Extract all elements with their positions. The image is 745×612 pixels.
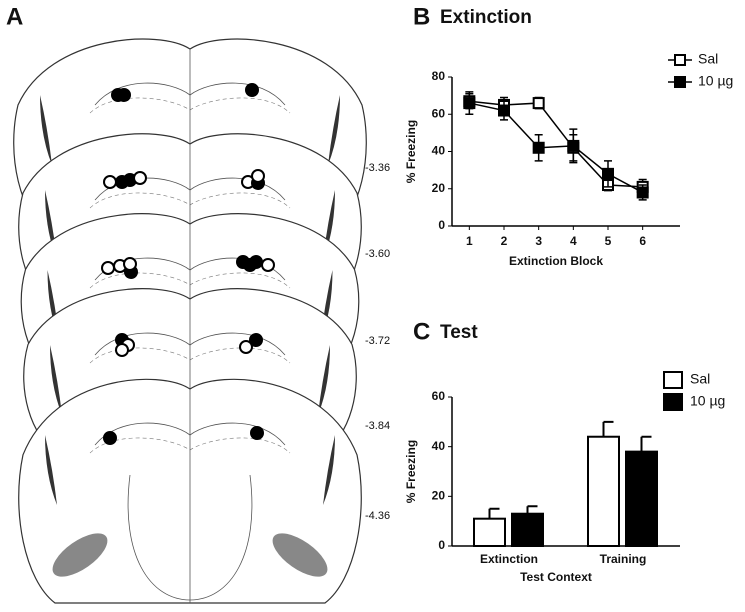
marker [463, 97, 476, 110]
series-line [469, 100, 643, 188]
x-tick-label: 5 [605, 234, 612, 248]
placement-dot [103, 175, 117, 189]
section-label: -3.72 [365, 335, 390, 347]
placement-dot [239, 340, 253, 354]
placement-dot [123, 257, 137, 271]
x-axis-label: Extinction Block [509, 254, 603, 268]
series-line [469, 102, 644, 194]
marker [532, 141, 545, 154]
ventricle [50, 345, 62, 415]
y-tick-label: 60 [432, 389, 446, 403]
chart-title: Test [440, 322, 478, 343]
y-tick-label: 20 [432, 489, 446, 503]
marker [636, 186, 649, 199]
x-tick-label: 3 [535, 234, 542, 248]
legend-swatch [663, 371, 683, 389]
panel-letter: C [413, 318, 430, 345]
panel-letter: B [413, 3, 430, 30]
brainstem [127, 474, 253, 601]
placement-dot [249, 333, 263, 347]
placement-dot [117, 88, 131, 102]
y-axis-label: % Freezing [404, 440, 418, 503]
y-tick-label: 0 [438, 218, 445, 232]
error-bar [602, 420, 614, 437]
x-tick-label: 6 [639, 234, 646, 248]
y-tick-label: 0 [438, 538, 445, 552]
y-tick-label: 40 [432, 439, 446, 453]
amygdala [52, 533, 108, 577]
marker [567, 139, 580, 152]
x-tick-label: Extinction [480, 552, 538, 566]
ventricle [318, 345, 330, 415]
x-axis-label: Test Context [520, 570, 592, 584]
placement-dot [115, 343, 129, 357]
legend-marker [674, 76, 686, 88]
y-axis-label: % Freezing [404, 120, 418, 183]
marker [602, 167, 614, 180]
y-tick-label: 20 [432, 181, 446, 195]
panel-a [13, 38, 367, 604]
placement-dot [250, 426, 264, 440]
ventricle [45, 435, 57, 505]
amygdala [272, 533, 328, 577]
section-label: -3.84 [365, 420, 390, 432]
section-label: -3.60 [365, 248, 390, 260]
placement-dot [245, 83, 259, 97]
placement-dot [103, 431, 117, 445]
error-bar [526, 505, 538, 514]
placement-dot [101, 261, 115, 275]
placement-dot [251, 169, 265, 183]
y-tick-label: 40 [432, 144, 446, 158]
panel-letter: A [6, 3, 23, 30]
x-tick-label: 2 [501, 234, 508, 248]
bar [473, 517, 506, 548]
bar [511, 512, 544, 548]
placement-dot [249, 255, 263, 269]
chart-title: Extinction [440, 7, 532, 28]
section-label: -4.36 [365, 510, 390, 522]
error-bar [488, 507, 500, 519]
legend-label: 10 µg [698, 73, 733, 89]
ventricle [40, 95, 52, 165]
ventricle [323, 435, 335, 505]
x-tick-label: 4 [570, 234, 577, 248]
legend-label: Sal [698, 51, 718, 67]
x-tick-label: 1 [466, 234, 473, 248]
legend-marker [674, 54, 686, 66]
legend-swatch [663, 393, 683, 411]
marker [532, 97, 545, 110]
marker [498, 104, 510, 117]
error-bar [640, 435, 652, 452]
bar [625, 450, 658, 547]
y-tick-label: 60 [432, 106, 446, 120]
legend-label: 10 µg [690, 393, 725, 409]
y-tick-label: 80 [432, 69, 446, 83]
placement-dot [133, 171, 147, 185]
legend-label: Sal [690, 371, 710, 387]
ventricle [328, 95, 340, 165]
x-tick-label: Training [600, 552, 647, 566]
section-label: -3.36 [365, 162, 390, 174]
placement-dot [261, 258, 275, 272]
bar [587, 435, 620, 548]
